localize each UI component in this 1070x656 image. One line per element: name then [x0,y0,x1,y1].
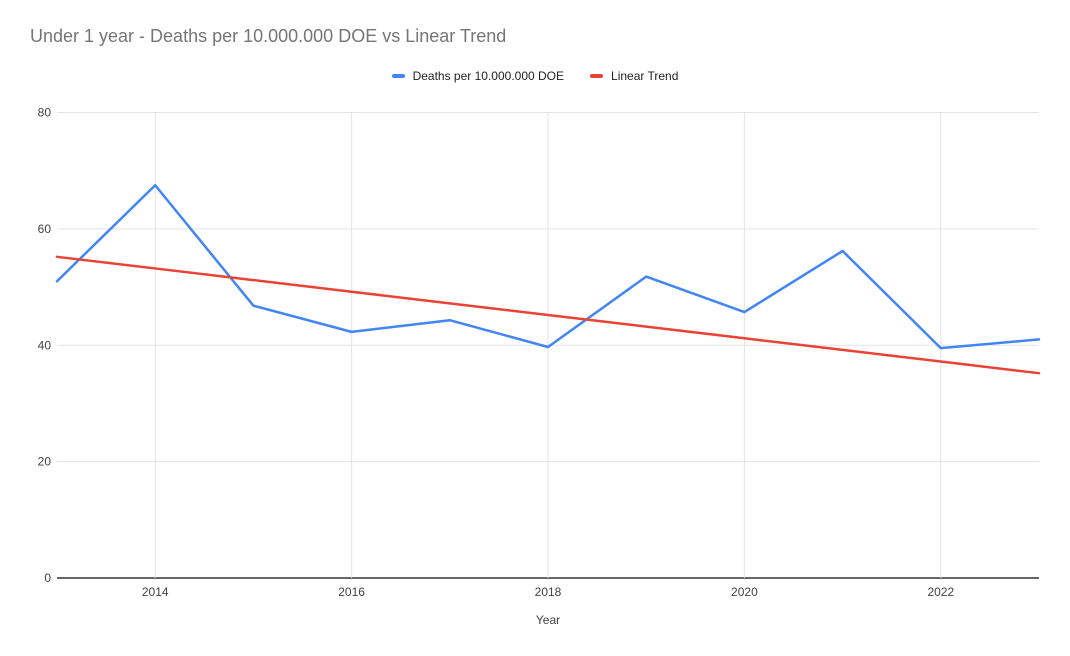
legend-swatch-deaths [391,74,405,78]
x-tick-label: 2016 [338,585,365,599]
x-axis-title: Year [535,613,561,627]
legend-item-deaths: Deaths per 10.000.000 DOE [391,69,565,83]
series-line-deaths [55,183,1041,350]
legend-label-deaths: Deaths per 10.000.000 DOE [412,69,565,83]
chart-title: Under 1 year - Deaths per 10.000.000 DOE… [30,26,507,46]
legend-swatch-trend [590,74,604,78]
y-tick-label: 60 [38,222,52,236]
x-tick-label: 2022 [927,585,954,599]
x-tick-label: 2020 [731,585,758,599]
legend-item-trend: Linear Trend [590,69,678,83]
y-tick-label: 80 [38,106,52,120]
y-tick-label: 40 [38,338,52,352]
series-line-trend [55,255,1041,375]
y-tick-label: 0 [44,571,51,585]
x-tick-label: 2018 [535,585,562,599]
chart-legend: Deaths per 10.000.000 DOE Linear Trend [0,69,1070,83]
y-tick-label: 20 [38,455,52,469]
legend-label-trend: Linear Trend [611,69,679,83]
x-tick-label: 2014 [142,585,169,599]
